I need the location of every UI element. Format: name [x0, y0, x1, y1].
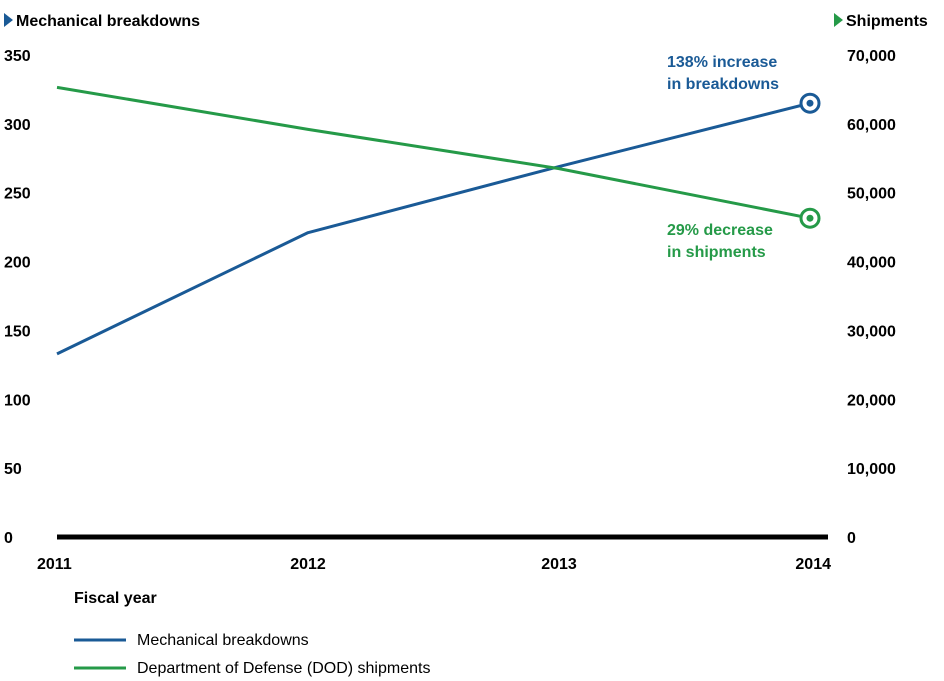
x-tick-label: 2011: [37, 556, 72, 573]
right-axis-ticks: 0 10,000 20,000 30,000 40,000 50,000 60,000 70,…: [847, 48, 896, 547]
right-tick-label: 10,000: [847, 461, 896, 478]
left-tick-label: 350: [4, 48, 31, 65]
end-markers: [799, 92, 821, 229]
legend: Mechanical breakdowns Department of Defe…: [74, 632, 430, 677]
annotations: 138% increase in breakdowns 29% decrease in…: [667, 54, 779, 261]
left-axis-ticks: 0 50 100 150 200 250 300 350: [4, 48, 31, 547]
x-tick-label: 2012: [290, 556, 326, 573]
left-tick-label: 150: [4, 323, 31, 340]
x-tick-label: 2014: [795, 556, 831, 573]
left-tick-label: 200: [4, 255, 31, 272]
right-axis-label: Shipments: [846, 13, 928, 30]
right-axis-marker-icon: [834, 13, 843, 27]
annotation-text: in breakdowns: [667, 76, 779, 93]
series-line-shipments: [56, 85, 811, 220]
x-axis-title: Fiscal year: [74, 590, 157, 607]
right-tick-label: 20,000: [847, 392, 896, 409]
left-tick-label: 100: [4, 392, 31, 409]
right-axis-title: Shipments: [834, 13, 928, 30]
annotation-text: 29% decrease: [667, 222, 773, 239]
left-axis-label: Mechanical breakdowns: [16, 13, 200, 30]
legend-label-breakdowns: Mechanical breakdowns: [137, 632, 309, 649]
annotation-text: in shipments: [667, 244, 766, 261]
x-axis-ticks: 2011 2012 2013 2014: [37, 556, 831, 573]
series-line-breakdowns: [56, 101, 811, 356]
left-axis-title: Mechanical breakdowns: [4, 13, 200, 30]
right-tick-label: 30,000: [847, 323, 896, 340]
annotation-text: 138% increase: [667, 54, 777, 71]
right-tick-label: 50,000: [847, 186, 896, 203]
right-tick-label: 70,000: [847, 48, 896, 65]
end-marker-dot: [806, 99, 814, 107]
right-tick-label: 60,000: [847, 117, 896, 134]
left-tick-label: 250: [4, 186, 31, 203]
x-tick-label: 2013: [541, 556, 577, 573]
left-tick-label: 0: [4, 530, 13, 547]
end-marker-dot: [806, 214, 814, 222]
left-axis-marker-icon: [4, 13, 13, 27]
legend-item-breakdowns: Mechanical breakdowns: [74, 632, 309, 649]
series-layer: [56, 85, 811, 356]
legend-label-shipments: Department of Defense (DOD) shipments: [137, 660, 430, 677]
right-tick-label: 40,000: [847, 255, 896, 272]
legend-item-shipments: Department of Defense (DOD) shipments: [74, 660, 430, 677]
left-tick-label: 50: [4, 461, 22, 478]
left-tick-label: 300: [4, 117, 31, 134]
right-tick-label: 0: [847, 530, 856, 547]
